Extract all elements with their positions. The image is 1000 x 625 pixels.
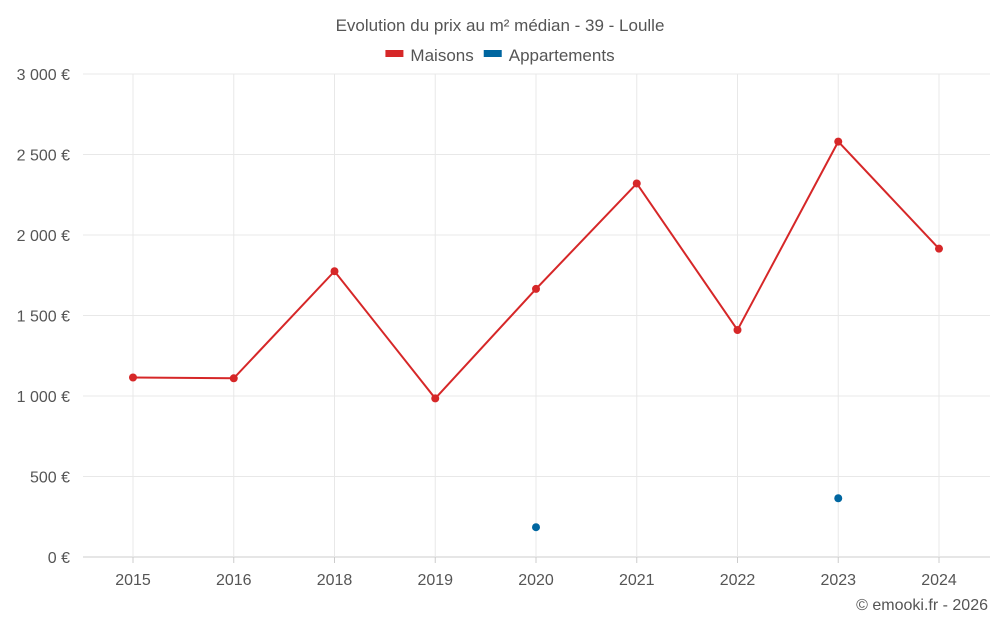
data-point[interactable] — [532, 523, 540, 532]
data-point[interactable] — [431, 394, 440, 403]
y-tick-label: 500 € — [30, 470, 70, 487]
x-axis: 2015 2016 2018 2019 2020 2021 2022 2023 2024 — [115, 557, 957, 589]
data-point[interactable] — [632, 179, 641, 188]
copyright-footer: © emooki.fr - 2026 — [856, 597, 988, 614]
y-tick-label: 3 000 € — [17, 67, 70, 84]
legend-swatch — [483, 50, 502, 57]
x-tick-label: 2021 — [619, 572, 655, 589]
x-tick-label: 2023 — [820, 572, 856, 589]
y-tick-label: 0 € — [48, 550, 70, 567]
legend-label: Maisons — [410, 46, 473, 65]
x-tick-label: 2024 — [921, 572, 957, 589]
data-point[interactable] — [330, 267, 339, 276]
x-tick-label: 2022 — [720, 572, 756, 589]
x-tick-label: 2018 — [317, 572, 353, 589]
grid — [83, 73, 990, 558]
series — [129, 137, 943, 532]
series-maisons — [129, 137, 943, 403]
x-tick-label: 2015 — [115, 572, 151, 589]
legend-label: Appartements — [509, 46, 615, 65]
data-point[interactable] — [229, 374, 238, 383]
data-point[interactable] — [733, 325, 742, 334]
chart-title: Evolution du prix au m² médian - 39 - Lo… — [336, 16, 665, 35]
data-point[interactable] — [935, 244, 943, 253]
data-point[interactable] — [532, 284, 540, 293]
x-tick-label: 2016 — [216, 572, 252, 589]
y-tick-label: 2 500 € — [17, 148, 70, 165]
data-point[interactable] — [129, 373, 137, 382]
legend-swatch — [385, 50, 404, 57]
data-point[interactable] — [834, 494, 843, 503]
x-tick-label: 2019 — [417, 572, 453, 589]
data-point[interactable] — [834, 137, 843, 146]
legend: Maisons Appartements — [385, 46, 615, 65]
y-axis: 0 € 500 € 1 000 € 1 500 € 2 000 € 2 500 € 3 00… — [17, 67, 70, 567]
x-tick-label: 2020 — [518, 572, 554, 589]
y-tick-label: 1 000 € — [17, 389, 70, 406]
y-tick-label: 2 000 € — [17, 228, 70, 245]
series-appartements — [532, 494, 843, 532]
y-tick-label: 1 500 € — [17, 309, 70, 326]
